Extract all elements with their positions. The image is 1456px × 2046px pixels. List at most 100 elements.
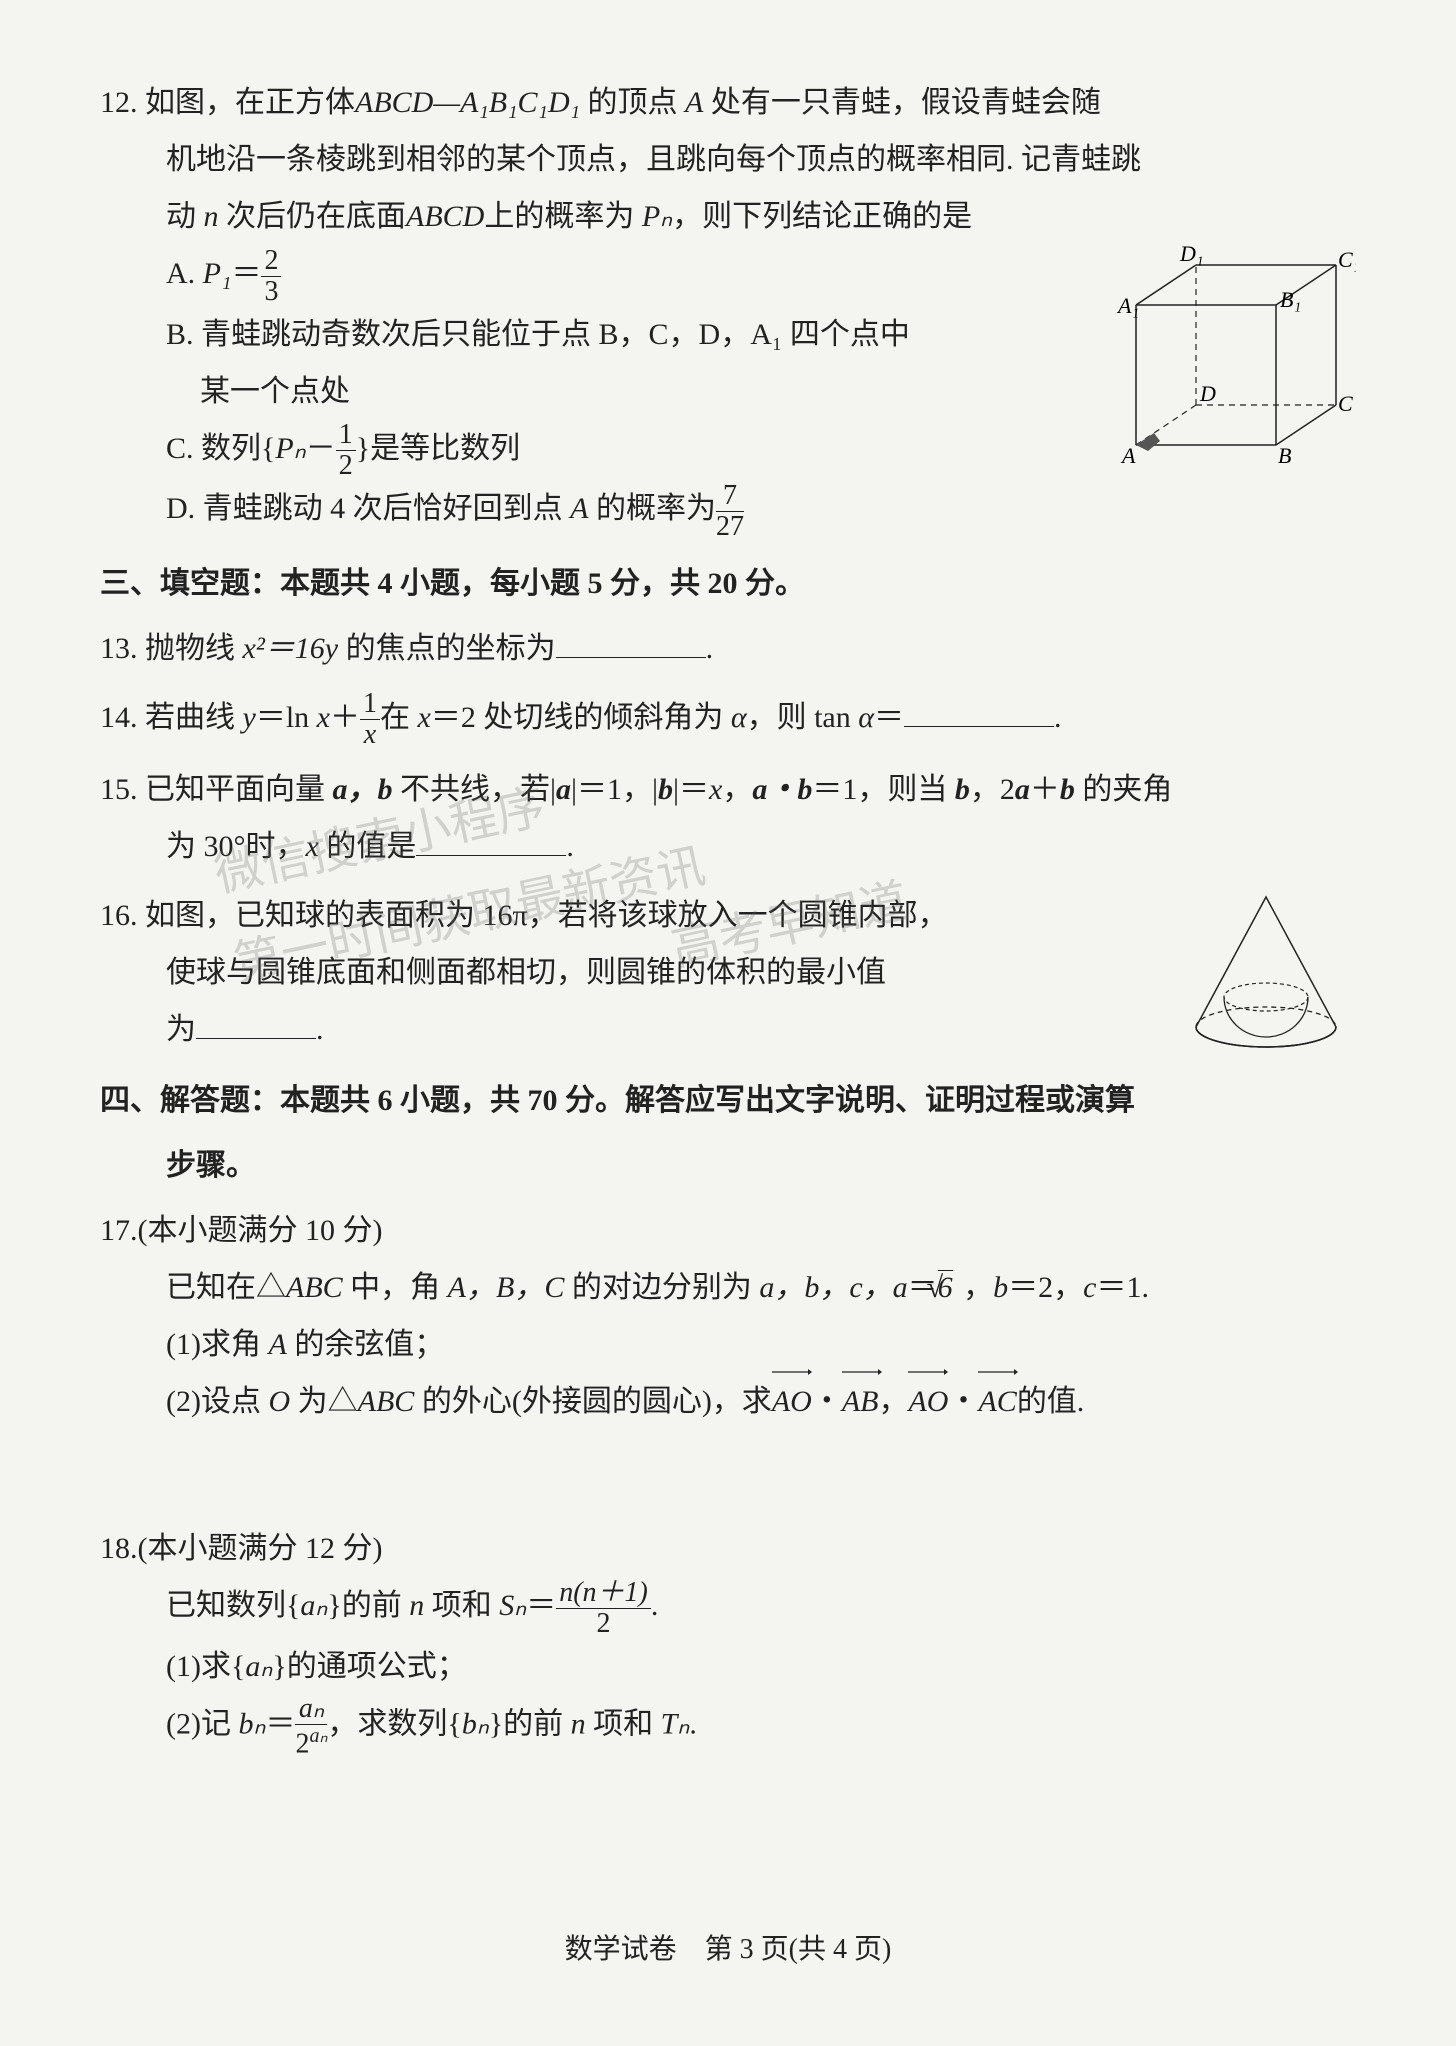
q12-stem1: 如图，在正方体 <box>145 86 355 119</box>
q12-stem2: 的顶点 <box>580 86 685 119</box>
q15-c: |＝1，| <box>571 773 658 806</box>
q18-p1b: }的通项公式； <box>272 1650 466 1683</box>
q12-opta-eq: ＝ <box>231 257 261 290</box>
q14-n1: 1 <box>360 690 380 720</box>
q17-p2com: ， <box>878 1385 908 1418</box>
q16-c-line: 为. <box>100 1001 1156 1058</box>
q12-l3b: 次后仍在底面 <box>219 200 407 233</box>
q12-abcd: ABCD <box>406 200 484 233</box>
q12-n: n <box>204 200 219 233</box>
q13-blank <box>556 625 706 658</box>
q17-p1a: (1)求角 <box>166 1328 268 1361</box>
q17-num: 17. <box>100 1214 138 1247</box>
q14-b: 在 <box>380 701 418 734</box>
q15-f: ＝1，则当 <box>812 773 955 806</box>
q12-optd-pre: D. 青蛙跳动 4 次后恰好回到点 <box>166 492 570 525</box>
label-A1: A₁ <box>1116 293 1139 318</box>
q12-A: A <box>685 86 703 119</box>
q17-p1b: 的余弦值； <box>287 1328 445 1361</box>
q12-cube: ABCD—A₁B₁C₁D₁ <box>355 86 580 119</box>
q17-p2c: 的外心(外接圆的圆心)，求 <box>414 1385 771 1418</box>
q12-opta-pre: A. <box>166 257 203 290</box>
q12-optC: C. 数列{Pₙ－12}是等比数列 <box>100 420 1096 481</box>
q16-num: 16. <box>100 899 138 932</box>
q15-va: a <box>556 773 571 806</box>
q15-l2x: x <box>306 830 319 863</box>
q18-dene: 2 <box>556 1609 651 1638</box>
q13-num: 13. <box>100 632 138 665</box>
q12-stem3: 处有一只青蛙，假设青蛙会随 <box>703 86 1101 119</box>
q15-va3: a <box>1015 773 1030 806</box>
q12-opta-var: P₁ <box>203 257 232 290</box>
sec4-b: 步骤。 <box>100 1137 1356 1194</box>
q15-l2c: . <box>566 830 574 863</box>
question-16: 16. 如图，已知球的表面积为 16π，若将该球放入一个圆锥内部， 使球与圆锥底… <box>100 887 1356 1058</box>
q16-a: 如图，已知球的表面积为 16π，若将该球放入一个圆锥内部， <box>145 899 948 932</box>
label-D: D <box>1199 381 1216 406</box>
q18-p1an: aₙ <box>245 1650 272 1683</box>
q14-plus: ＋ <box>330 701 360 734</box>
q18-d: ＝ <box>526 1589 556 1622</box>
q17-f: ＝2， <box>1008 1271 1083 1304</box>
label-B1: B₁ <box>1280 287 1301 312</box>
q12-line2: 机地沿一条棱跳到相邻的某个顶点，且跳向每个顶点的概率相同. 记青蛙跳 <box>100 131 1356 188</box>
section-3-heading: 三、填空题：本题共 4 小题，每小题 5 分，共 20 分。 <box>100 555 1356 612</box>
q13-b: 的焦点的坐标为 <box>338 632 556 665</box>
q12-optd-den: 27 <box>716 512 744 541</box>
q12-optc-num: 1 <box>336 421 356 451</box>
q14-alpha2: α <box>858 701 874 734</box>
q12-optc-mid: － <box>306 432 336 465</box>
q18-an: aₙ <box>300 1589 327 1622</box>
label-A: A <box>1120 443 1136 468</box>
q14-x: x <box>317 701 330 734</box>
q18-p2num: aₙ <box>295 1695 327 1725</box>
q18-p2bn: bₙ <box>238 1708 265 1741</box>
question-12: 12. 如图，在正方体ABCD—A₁B₁C₁D₁ 的顶点 A 处有一只青蛙，假设… <box>100 74 1356 541</box>
q15-g: ，2 <box>970 773 1015 806</box>
label-D1: D₁ <box>1179 245 1204 266</box>
q15-num: 15. <box>100 773 138 806</box>
q12-optc-pn: Pₙ <box>275 432 305 465</box>
q12-number: 12. <box>100 74 138 131</box>
q12-optB: B. 青蛙跳动奇数次后只能位于点 B，C，D，A₁ 四个点中 <box>100 306 1096 363</box>
q16-blank <box>196 1006 316 1039</box>
q17-score: (本小题满分 10 分) <box>138 1214 383 1247</box>
q14-blank <box>904 694 1054 727</box>
q17-g: ＝1. <box>1096 1271 1149 1304</box>
q15-l2b: 的值是 <box>319 830 417 863</box>
q18-b: }的前 <box>327 1589 409 1622</box>
question-14: 14. 若曲线 y＝ln x＋1x在 x＝2 处切线的倾斜角为 α，则 tan … <box>100 689 1356 750</box>
q15-e: ， <box>722 773 752 806</box>
label-B: B <box>1278 443 1291 468</box>
q15-x: x <box>709 773 722 806</box>
q18-Sn: Sₙ <box>499 1589 526 1622</box>
q17-abclow: a，b，c，a <box>759 1271 907 1304</box>
question-15: 15. 已知平面向量 a，b 不共线，若|a|＝1，|b|＝x，a・b＝1，则当… <box>100 761 1356 875</box>
q12-optD: D. 青蛙跳动 4 次后恰好回到点 A 的概率为727 <box>100 480 1356 541</box>
label-C1: C₁ <box>1338 247 1356 272</box>
q18-num: 18. <box>100 1532 138 1565</box>
q18-p2denline: 2aₙ <box>295 1725 327 1758</box>
q15-l2a: 为 30°时， <box>166 830 306 863</box>
q18-p2a: (2)记 <box>166 1708 238 1741</box>
q13-c: . <box>706 632 714 665</box>
q17-stem: 已知在△ABC 中，角 A，B，C 的对边分别为 a，b，c，a＝6√，b＝2，… <box>100 1259 1356 1316</box>
q18-p2Tn: Tₙ <box>661 1708 690 1741</box>
q17-p2: (2)设点 O 为△ABC 的外心(外接圆的圆心)，求AO・AB，AO・AC的值… <box>100 1373 1356 1430</box>
q15-ab: a，b <box>333 773 393 806</box>
q17-p1: (1)求角 A 的余弦值； <box>100 1316 1356 1373</box>
q15-d: |＝ <box>673 773 709 806</box>
q18-p2b: ＝ <box>265 1708 295 1741</box>
section-4-heading: 四、解答题：本题共 6 小题，共 70 分。解答应写出文字说明、证明过程或演算 <box>100 1072 1356 1129</box>
q18-p2: (2)记 bₙ＝aₙ2aₙ，求数列{bₙ}的前 n 项和 Tₙ. <box>100 1695 1356 1758</box>
q17-cv: c <box>1083 1271 1096 1304</box>
q17-p2dot: ・ <box>812 1385 842 1418</box>
q17-p2abc: ABC <box>358 1385 415 1418</box>
q15-vb: b <box>658 773 673 806</box>
q12-optB2: 某一个点处 <box>100 363 1096 420</box>
q17-p2v2: AB <box>842 1385 879 1418</box>
q18-p2n: n <box>571 1708 586 1741</box>
q17-bv: b <box>993 1271 1008 1304</box>
q17-p2a: (2)设点 <box>166 1385 268 1418</box>
q17-p2v1: AO <box>772 1385 812 1418</box>
